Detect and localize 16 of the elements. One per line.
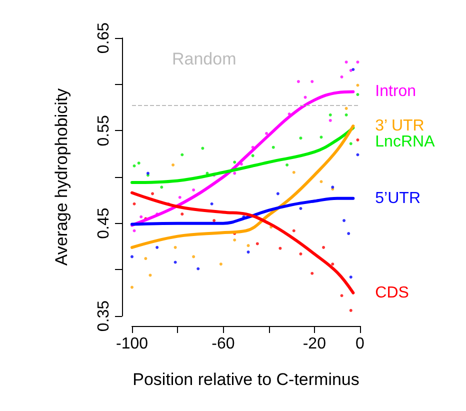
series-label: CDS — [375, 284, 409, 302]
series-label: 5’UTR — [375, 190, 421, 207]
x-tick-label: 0 — [356, 336, 365, 352]
series-label: LncRNA — [375, 134, 436, 151]
x-tick-label: -60 — [212, 336, 235, 352]
series-label: 3’ UTR — [375, 118, 424, 135]
series-label: Intron — [375, 83, 416, 100]
y-tick-label: 0.55 — [96, 114, 112, 146]
y-axis-title: Average hydrophobicity — [52, 88, 71, 266]
x-tick-label: -100 — [116, 336, 148, 352]
ref-line-label: Random — [172, 50, 236, 69]
y-tick-label: 0.35 — [96, 300, 112, 332]
y-tick-label: 0.45 — [96, 208, 112, 239]
x-tick-label: -20 — [302, 336, 326, 352]
x-axis-title: Position relative to C-terminus — [132, 370, 360, 389]
y-tick-label: 0.65 — [96, 22, 112, 54]
